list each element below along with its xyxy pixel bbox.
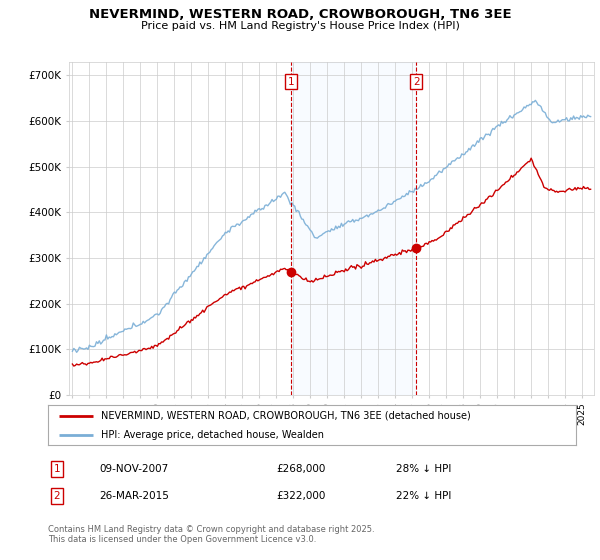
Text: Price paid vs. HM Land Registry's House Price Index (HPI): Price paid vs. HM Land Registry's House … (140, 21, 460, 31)
Text: 22% ↓ HPI: 22% ↓ HPI (396, 491, 451, 501)
Text: 09-NOV-2007: 09-NOV-2007 (99, 464, 168, 474)
Text: 1: 1 (53, 464, 61, 474)
Bar (291, 62, 416, 395)
Text: 2: 2 (413, 77, 419, 87)
Text: 28% ↓ HPI: 28% ↓ HPI (396, 464, 451, 474)
Text: 26-MAR-2015: 26-MAR-2015 (99, 491, 169, 501)
Text: HPI: Average price, detached house, Wealden: HPI: Average price, detached house, Weal… (101, 430, 324, 440)
Text: £322,000: £322,000 (276, 491, 325, 501)
Text: NEVERMIND, WESTERN ROAD, CROWBOROUGH, TN6 3EE (detached house): NEVERMIND, WESTERN ROAD, CROWBOROUGH, TN… (101, 411, 470, 421)
Text: 1: 1 (287, 77, 294, 87)
Text: £268,000: £268,000 (276, 464, 325, 474)
Text: NEVERMIND, WESTERN ROAD, CROWBOROUGH, TN6 3EE: NEVERMIND, WESTERN ROAD, CROWBOROUGH, TN… (89, 8, 511, 21)
Text: Contains HM Land Registry data © Crown copyright and database right 2025.
This d: Contains HM Land Registry data © Crown c… (48, 525, 374, 544)
Text: 2: 2 (53, 491, 61, 501)
